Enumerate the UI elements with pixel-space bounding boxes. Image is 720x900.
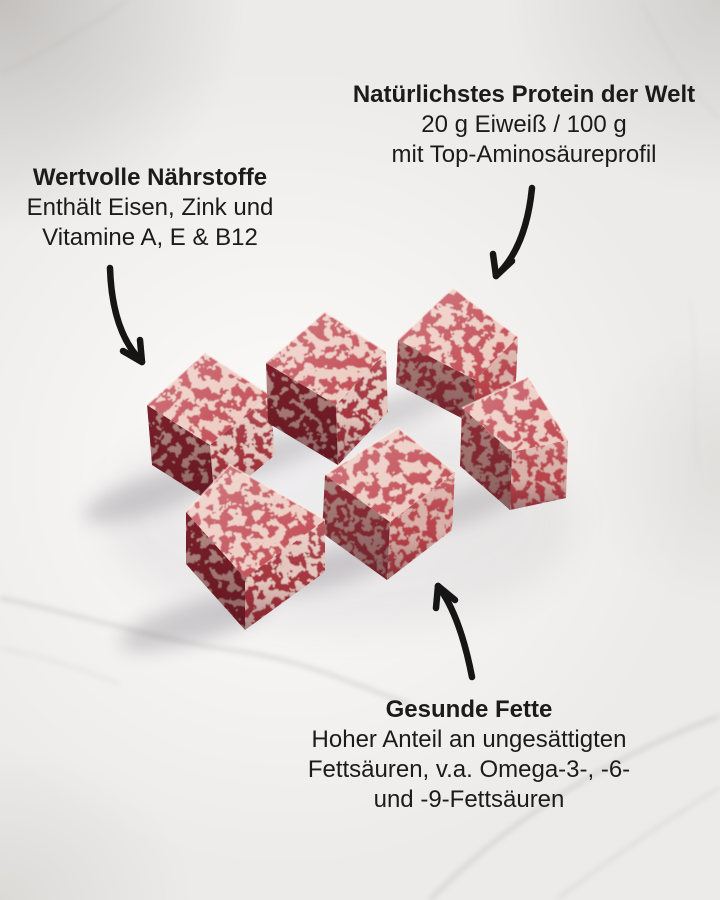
arrow-nutrients-shaft — [106, 264, 146, 366]
annotation-nutrients-title: Wertvolle Nährstoffe — [32, 164, 268, 191]
annotation-protein-title: Natürlichstes Protein der Welt — [352, 81, 696, 108]
annotation-nutrients-line: Enthält Eisen, Zink und — [26, 194, 274, 221]
marble-vein — [639, 0, 720, 121]
beef-cube-5 — [322, 427, 456, 580]
beef-cube-top-highlight — [266, 312, 386, 405]
beef-cube-left-shade — [147, 405, 215, 505]
marble-vein — [0, 0, 129, 76]
beef-cube-top-highlight — [325, 428, 455, 522]
beef-cube-left-shade — [186, 512, 245, 630]
annotation-protein: Natürlichstes Protein der Welt 20 g Eiwe… — [353, 80, 695, 170]
annotation-fats-line: Fettsäuren, v.a. Omega-3-, -6- — [307, 756, 631, 783]
beef-cube-edge-highlight — [397, 287, 519, 341]
beef-cube-right-shade — [387, 472, 455, 580]
marble-vein — [428, 714, 720, 900]
beef-cube-top-highlight — [186, 465, 325, 578]
annotation-fats-line: Hoher Anteil an ungesättigten — [311, 726, 627, 753]
annotation-arrows — [106, 184, 536, 681]
marble-vein — [0, 647, 121, 685]
annotation-fats-title: Gesunde Fette — [385, 696, 553, 723]
arrow-protein-head — [489, 250, 516, 280]
marble-vein — [689, 299, 701, 471]
beef-cube-right-shade — [245, 520, 325, 630]
beef-cube-left-shade — [460, 408, 512, 510]
beef-cube-edge-highlight — [265, 311, 387, 364]
beef-cube-left-shade — [322, 475, 390, 580]
beef-cube-edge-highlight — [185, 464, 326, 521]
arrow-protein — [489, 184, 536, 280]
beef-cube-right-shade — [510, 440, 568, 510]
beef-cube-edge-highlight — [461, 376, 569, 441]
beef-cube-edge-highlight — [324, 427, 456, 476]
beef-cube-4 — [460, 376, 569, 510]
beef-cubes — [146, 287, 569, 630]
annotation-nutrients: Wertvolle Nährstoffe Enthält Eisen, Zink… — [27, 163, 274, 253]
arrow-nutrients-head — [119, 336, 146, 366]
beef-cube-left-shade — [266, 363, 338, 465]
beef-cube-left-shade — [396, 340, 475, 424]
annotation-protein-line: mit Top-Aminosäureprofil — [391, 141, 657, 168]
arrow-fats-head — [432, 582, 459, 612]
annotation-protein-line: 20 g Eiweiß / 100 g — [421, 111, 627, 138]
annotation-fats-line: und -9-Fettsäuren — [373, 786, 565, 813]
beef-cube-top-highlight — [398, 288, 518, 380]
marble-vein — [555, 786, 720, 900]
arrow-fats — [432, 582, 476, 681]
annotation-fats: Gesunde Fette Hoher Anteil an ungesättig… — [308, 695, 630, 815]
beef-cube-6 — [185, 464, 326, 630]
marble-vein — [0, 596, 411, 706]
beef-cube-edge-highlight — [146, 352, 271, 406]
beef-cube-right-shade — [336, 352, 388, 465]
beef-cube-2 — [265, 311, 388, 465]
annotation-nutrients-line: Vitamine A, E & B12 — [42, 224, 258, 251]
arrow-nutrients — [106, 264, 146, 366]
